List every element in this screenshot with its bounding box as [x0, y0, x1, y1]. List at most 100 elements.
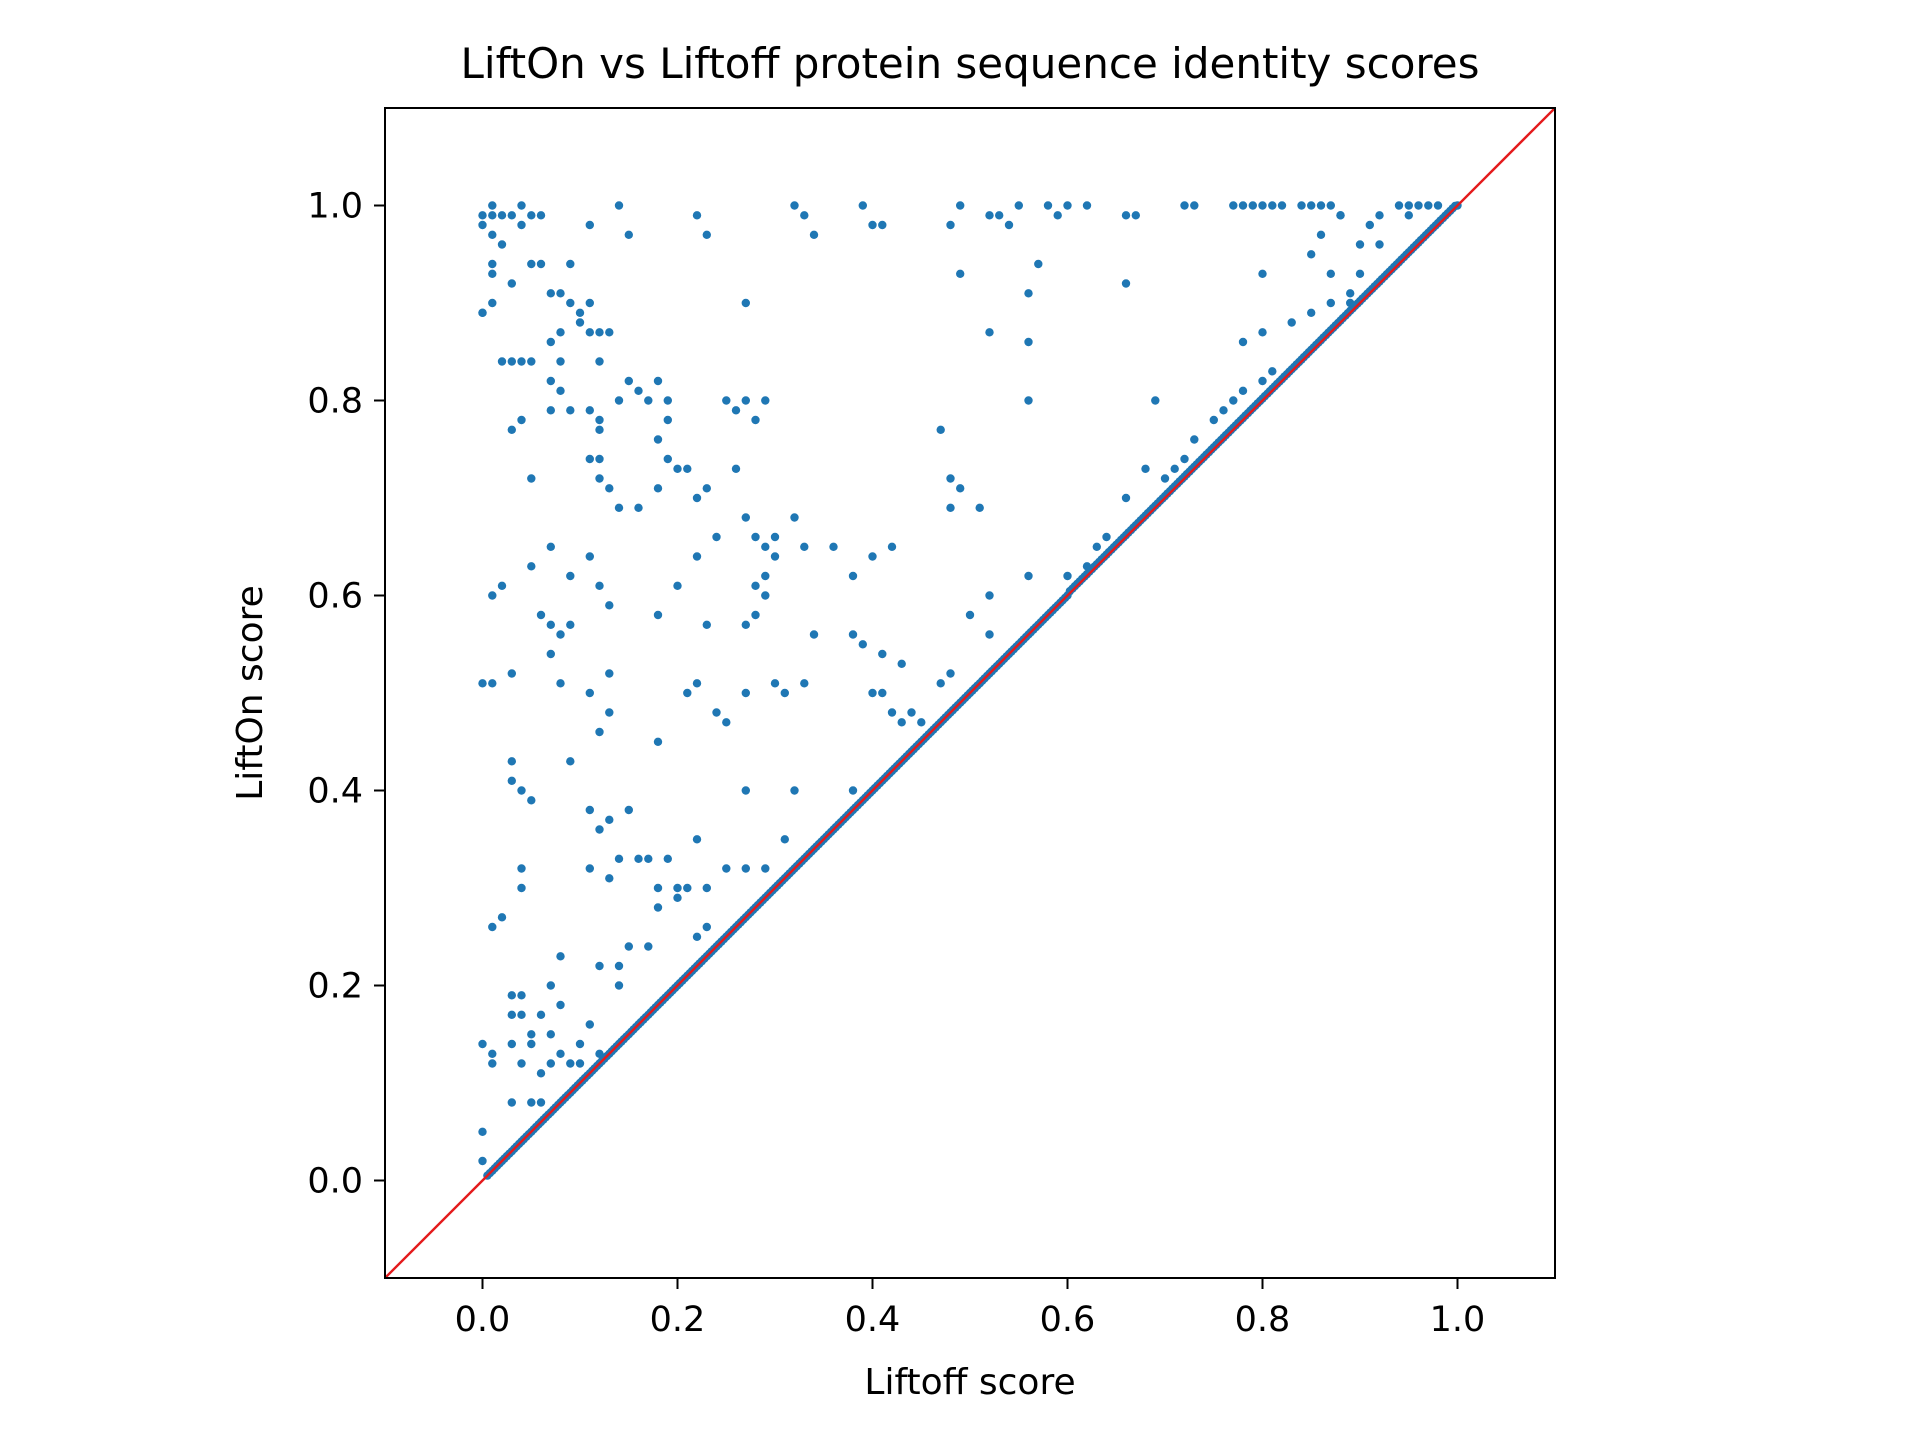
data-point: [761, 542, 770, 551]
data-point: [1404, 211, 1414, 220]
data-point: [1268, 201, 1277, 210]
y-tick-label: 0.8: [307, 382, 363, 422]
data-point: [488, 1049, 497, 1059]
data-point: [1355, 269, 1365, 278]
data-point: [868, 220, 877, 230]
data-point: [965, 610, 975, 620]
data-point: [478, 1127, 487, 1137]
data-point: [1238, 386, 1248, 395]
data-point: [527, 211, 536, 220]
data-point: [488, 259, 497, 269]
data-point: [741, 620, 750, 629]
data-point: [741, 786, 750, 795]
data-point: [702, 620, 711, 629]
data-point: [478, 220, 487, 230]
data-point: [887, 708, 897, 717]
data-point: [605, 328, 614, 337]
data-point: [683, 688, 692, 698]
data-point: [1268, 367, 1277, 376]
data-point: [517, 1059, 526, 1068]
data-point: [488, 269, 497, 278]
data-point: [517, 991, 526, 1000]
data-point: [1307, 201, 1316, 210]
data-point: [858, 640, 867, 649]
data-point: [829, 542, 838, 551]
data-point: [1326, 269, 1336, 278]
data-point: [536, 610, 546, 620]
data-point: [536, 1098, 546, 1107]
data-point: [1004, 220, 1014, 230]
data-point: [527, 259, 536, 269]
data-point: [917, 718, 926, 727]
data-point: [1121, 211, 1131, 220]
data-point: [702, 922, 711, 932]
data-point: [595, 1049, 604, 1059]
data-point: [936, 425, 945, 434]
data-point: [546, 542, 555, 551]
data-point: [1238, 201, 1248, 210]
data-point: [1258, 328, 1267, 337]
x-axis-ticks: 0.0 0.2 0.4 0.6 0.8 1.0: [455, 1278, 1485, 1340]
data-point: [605, 815, 614, 824]
data-point: [1082, 201, 1092, 210]
data-point: [780, 835, 789, 844]
y-tick-label: 1.0: [307, 187, 363, 227]
data-point: [731, 406, 741, 415]
data-point: [878, 688, 887, 698]
data-point: [1121, 279, 1131, 288]
data-point: [585, 454, 594, 464]
data-point: [712, 532, 721, 542]
data-point: [692, 552, 702, 561]
data-point: [692, 493, 702, 503]
data-point: [770, 532, 780, 542]
data-point: [1424, 201, 1433, 210]
data-point: [507, 211, 516, 220]
data-point: [546, 406, 555, 415]
x-tick-label: 0.4: [845, 1300, 901, 1340]
data-point: [556, 357, 565, 366]
data-point: [985, 328, 994, 337]
data-point: [761, 571, 770, 581]
data-point: [478, 308, 487, 317]
data-point: [566, 620, 575, 629]
data-point: [478, 1039, 487, 1049]
data-point: [1092, 542, 1102, 551]
data-point: [585, 805, 594, 815]
data-point: [1014, 201, 1023, 210]
data-point: [1258, 376, 1267, 386]
data-point: [566, 757, 575, 766]
data-point: [663, 854, 672, 863]
data-point: [556, 328, 565, 337]
data-point: [653, 435, 663, 444]
data-point: [634, 854, 643, 863]
data-point: [488, 298, 497, 308]
y-axis-label: LiftOn score: [230, 585, 271, 801]
data-point: [517, 1010, 526, 1019]
data-point: [497, 240, 507, 249]
data-point: [488, 201, 497, 210]
data-point: [497, 581, 507, 590]
data-point: [1141, 464, 1150, 473]
data-point: [761, 591, 770, 600]
data-point: [761, 864, 770, 873]
data-point: [858, 201, 867, 210]
data-point: [692, 679, 702, 688]
chart-title: LiftOn vs Liftoff protein sequence ident…: [461, 39, 1480, 88]
data-point: [595, 328, 604, 337]
data-point: [1229, 201, 1238, 210]
data-point: [1082, 562, 1092, 571]
data-point: [683, 883, 692, 893]
data-point: [566, 259, 575, 269]
data-point: [751, 581, 760, 590]
data-point: [624, 376, 633, 386]
data-point: [566, 406, 575, 415]
data-point: [488, 211, 497, 220]
data-point: [800, 211, 809, 220]
data-point: [653, 903, 663, 912]
data-point: [478, 679, 487, 688]
x-axis-label: Liftoff score: [864, 1362, 1075, 1403]
data-point: [1346, 298, 1355, 308]
data-point: [488, 591, 497, 600]
data-point: [936, 679, 945, 688]
